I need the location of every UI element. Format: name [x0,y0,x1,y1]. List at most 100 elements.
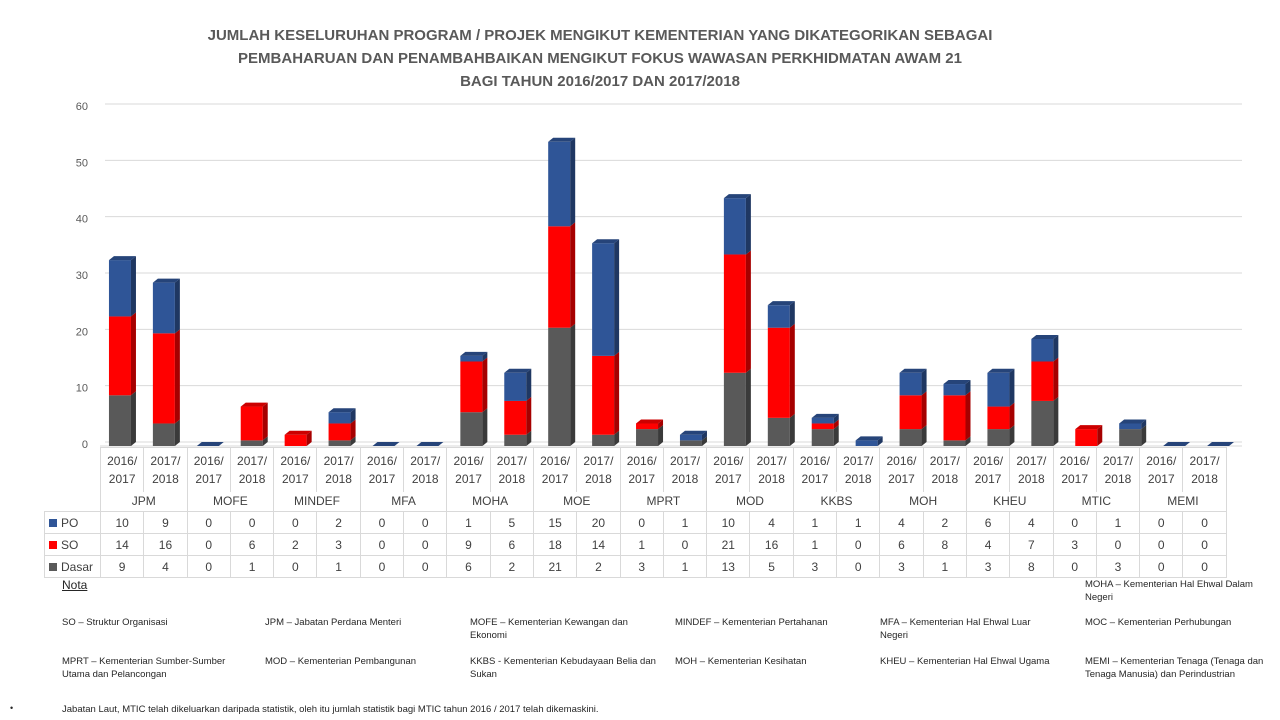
note-mindef: MINDEF – Kementerian Pertahanan [675,617,828,628]
bar-po-17 [855,440,878,446]
cell-po-22: 0 [1052,511,1097,534]
cell-po-10: 15 [532,511,578,534]
cell-dasar-21: 8 [1009,555,1054,578]
bar-top-9 [504,368,532,373]
group-label-memi: MEMI [1139,491,1227,512]
note-so: SO – Struktur Organisasi [62,617,168,628]
bar-side-dasar-3 [262,436,268,446]
series-label-dasar: Dasar [44,555,101,578]
bar-top-22 [1075,425,1103,430]
cell-dasar-14: 13 [706,555,751,578]
legend-swatch-so [49,541,57,550]
cell-dasar-10: 21 [532,555,578,578]
cell-so-21: 7 [1009,533,1054,556]
cell-dasar-1: 4 [143,555,188,578]
bar-side-so-12 [658,419,664,430]
bar-dasar-18 [899,429,922,446]
bar-so-14 [723,254,746,373]
year-row: 2016/ 2017 2017/ 2018 2016/ 2017 2017/ 2018… [45,447,1227,492]
cell-po-13: 1 [662,511,708,534]
bar-so-3 [240,406,263,441]
cell-po-6: 0 [359,511,405,534]
cell-so-6: 0 [359,533,405,556]
cell-po-4: 0 [273,511,318,534]
bar-po-20 [987,372,1010,407]
bar-side-dasar-15 [789,413,795,446]
cell-so-11: 14 [576,533,621,556]
bar-side-po-11 [614,239,620,356]
bar-side-dasar-5 [350,436,356,446]
cell-so-18: 6 [879,533,924,556]
group-label-kheu: KHEU [965,491,1054,512]
bar-side-so-22 [1097,425,1103,446]
bar-side-so-11 [614,351,620,435]
note-moha: MOHA – Kementerian Hal Ehwal Dalam Neger… [1085,579,1253,603]
note-mod: MOD – Kementerian Pembangunan [265,656,417,667]
bar-side-so-5 [350,419,356,441]
bar-po-8 [460,355,483,362]
cell-po-14: 10 [706,511,751,534]
cell-po-23: 1 [1095,511,1141,534]
bar-dasar-11 [592,434,615,446]
note-mprt: MPRT – Kementerian Sumber-Sumber Utama d… [62,656,226,680]
cell-so-24: 0 [1139,533,1184,556]
note-mofe: MOFE – Kementerian Kewangan dan Ekonomi [470,617,628,641]
bar-dasar-14 [723,372,746,446]
bar-po-16 [811,417,834,424]
year-label-11: 2017/ 2018 [576,447,621,492]
table-corner-2 [45,492,101,512]
bar-po-10 [548,141,571,227]
year-label-24: 2016/ 2017 [1139,447,1184,492]
bar-so-0 [108,316,131,396]
title-line-3: BAGI TAHUN 2016/2017 DAN 2017/2018 [460,73,740,90]
bar-side-po-1 [174,278,180,334]
cell-so-14: 21 [706,533,751,556]
bar-po-9 [504,372,527,401]
note-mfa: MFA – Kementerian Hal Ehwal Luar Negeri [880,617,1031,641]
bar-side-dasar-9 [526,430,532,446]
footnote-bullet: • [10,703,14,713]
title-line-2: PEMBAHARUAN DAN PENAMBAHBAIKAN MENGIKUT … [238,50,962,67]
bar-so-21 [1031,361,1054,401]
year-label-17: 2017/ 2018 [836,447,881,492]
cell-so-20: 4 [965,533,1011,556]
year-label-12: 2016/ 2017 [619,447,664,492]
cell-so-12: 1 [619,533,664,556]
bar-so-10 [548,226,571,328]
cell-dasar-15: 5 [749,555,794,578]
y-tick-label-0: 0 [82,439,88,451]
bar-dasar-8 [460,412,483,446]
group-label-mod: MOD [706,491,794,512]
bar-top-18 [899,368,927,373]
bar-so-19 [943,395,966,441]
cell-so-0: 14 [99,533,145,556]
cell-po-20: 6 [965,511,1011,534]
bar-side-po-16 [833,413,839,424]
bar-top-4 [284,430,312,435]
note-kkbs: KKBS - Kementerian Kebudayaan Belia dan … [470,656,656,680]
bar-dasar-13 [679,440,702,446]
year-label-21: 2017/ 2018 [1009,447,1054,492]
bar-side-so-10 [570,222,576,328]
cell-po-19: 2 [922,511,967,534]
cell-so-16: 1 [792,533,838,556]
bar-so-15 [767,327,790,418]
cell-so-3: 6 [229,533,275,556]
year-label-20: 2016/ 2017 [965,447,1011,492]
bar-side-so-19 [965,391,971,441]
year-label-16: 2016/ 2017 [792,447,838,492]
bar-dasar-20 [987,429,1010,446]
bar-side-so-21 [1053,357,1059,401]
bar-side-po-5 [350,408,356,424]
year-label-19: 2017/ 2018 [922,447,967,492]
cell-po-16: 1 [792,511,838,534]
cell-po-1: 9 [143,511,188,534]
cell-so-4: 2 [273,533,318,556]
bar-side-po-19 [965,380,971,396]
series-row-so: SO 14 16 0 6 2 3 0 0 9 6 18 14 1 0 21 16 1 0 6 8 4 7 3 0 0 0 [44,533,1227,556]
cell-po-9: 5 [489,511,534,534]
bar-side-so-1 [174,329,180,424]
cell-dasar-20: 3 [965,555,1011,578]
bar-dasar-16 [811,429,834,446]
bar-dasar-9 [504,434,527,446]
